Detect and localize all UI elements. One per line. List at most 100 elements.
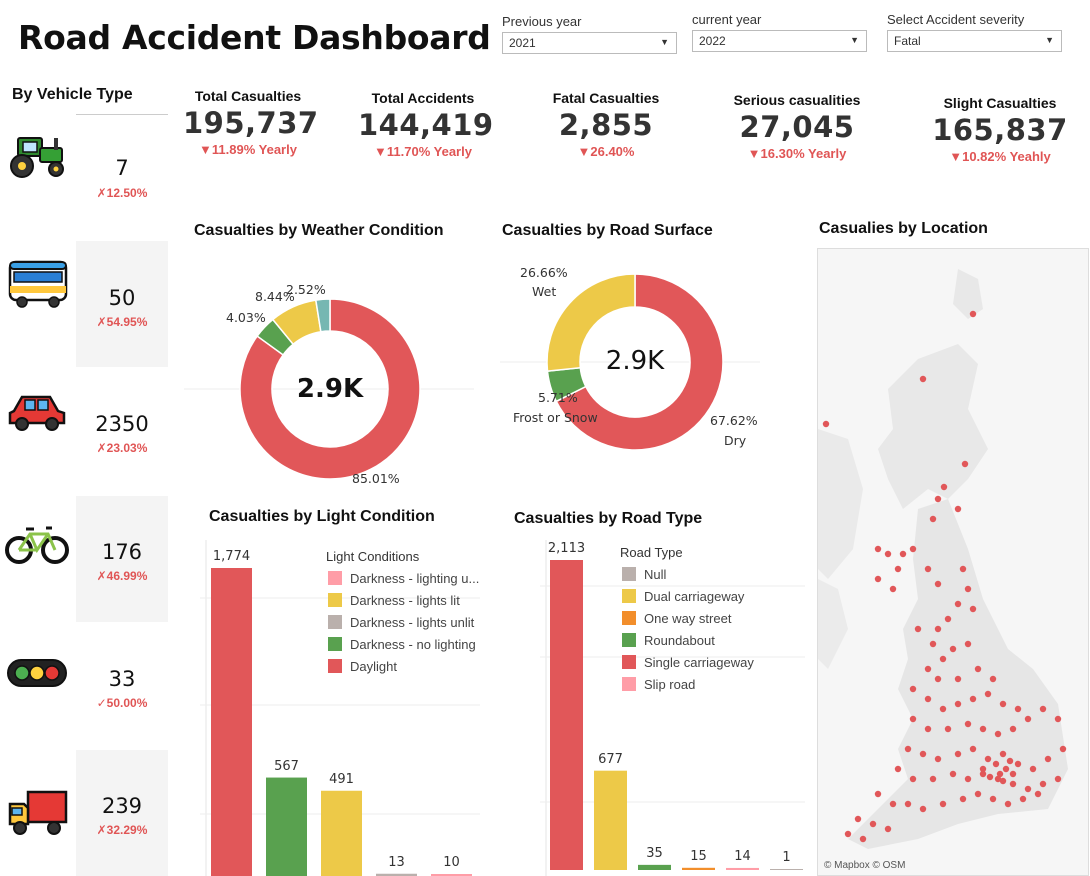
light-bar[interactable] bbox=[266, 777, 307, 876]
road-type-legend-item[interactable]: Single carriageway bbox=[622, 655, 754, 670]
map-point[interactable] bbox=[1059, 745, 1067, 753]
map-point[interactable] bbox=[914, 625, 922, 633]
map-point[interactable] bbox=[939, 655, 947, 663]
vehicle-type-card[interactable]: 239 ✗32.29% bbox=[76, 750, 168, 876]
map-point[interactable] bbox=[1044, 755, 1052, 763]
light-legend-item[interactable]: Darkness - lights unlit bbox=[328, 615, 474, 630]
map-point[interactable] bbox=[989, 795, 997, 803]
map-point[interactable] bbox=[909, 775, 917, 783]
vehicle-type-card[interactable]: 7 ✗12.50% bbox=[76, 114, 168, 240]
vehicle-type-card[interactable]: 33 ✓50.00% bbox=[76, 623, 168, 749]
map-point[interactable] bbox=[944, 725, 952, 733]
map-point[interactable] bbox=[969, 310, 977, 318]
map-point[interactable] bbox=[954, 505, 962, 513]
road-type-bar[interactable] bbox=[726, 867, 759, 870]
road-type-legend-item[interactable]: Null bbox=[622, 567, 666, 582]
map-point[interactable] bbox=[934, 495, 942, 503]
map-point[interactable] bbox=[1054, 715, 1062, 723]
map-point[interactable] bbox=[954, 675, 962, 683]
map-point[interactable] bbox=[934, 755, 942, 763]
map-point[interactable] bbox=[959, 795, 967, 803]
map-point[interactable] bbox=[904, 745, 912, 753]
surface-slice[interactable] bbox=[555, 273, 724, 451]
road-type-bar[interactable] bbox=[594, 770, 627, 870]
map-point[interactable] bbox=[1009, 770, 1017, 778]
light-legend-item[interactable]: Darkness - no lighting bbox=[328, 637, 476, 652]
map-point[interactable] bbox=[994, 775, 1002, 783]
map-point[interactable] bbox=[959, 565, 967, 573]
weather-slice[interactable] bbox=[314, 298, 331, 333]
map-point[interactable] bbox=[964, 585, 972, 593]
map-point[interactable] bbox=[939, 800, 947, 808]
light-bar[interactable] bbox=[321, 790, 362, 876]
map-point[interactable] bbox=[1019, 795, 1027, 803]
map-point[interactable] bbox=[929, 640, 937, 648]
map-point[interactable] bbox=[994, 730, 1002, 738]
map-point[interactable] bbox=[999, 750, 1007, 758]
map-point[interactable] bbox=[924, 565, 932, 573]
map-point[interactable] bbox=[1029, 765, 1037, 773]
light-legend-item[interactable]: Darkness - lights lit bbox=[328, 593, 460, 608]
map-point[interactable] bbox=[874, 545, 882, 553]
road-type-bar[interactable] bbox=[770, 869, 803, 870]
light-legend-item[interactable]: Darkness - lighting u... bbox=[328, 571, 479, 586]
map-point[interactable] bbox=[954, 700, 962, 708]
map-point[interactable] bbox=[940, 483, 948, 491]
map-point[interactable] bbox=[919, 805, 927, 813]
map-point[interactable] bbox=[984, 755, 992, 763]
map-point[interactable] bbox=[919, 750, 927, 758]
map-point[interactable] bbox=[929, 515, 937, 523]
road-type-legend-item[interactable]: One way street bbox=[622, 611, 731, 626]
map-point[interactable] bbox=[844, 830, 852, 838]
weather-slice[interactable] bbox=[239, 298, 421, 480]
map-point[interactable] bbox=[924, 725, 932, 733]
map-point[interactable] bbox=[964, 640, 972, 648]
light-bar[interactable] bbox=[431, 874, 472, 876]
map-point[interactable] bbox=[929, 775, 937, 783]
map-point[interactable] bbox=[1024, 785, 1032, 793]
vehicle-type-card[interactable]: 50 ✗54.95% bbox=[76, 241, 168, 367]
map-point[interactable] bbox=[999, 777, 1007, 785]
map-point[interactable] bbox=[1006, 757, 1014, 765]
map-point[interactable] bbox=[874, 575, 882, 583]
map-point[interactable] bbox=[1004, 800, 1012, 808]
map-point[interactable] bbox=[909, 715, 917, 723]
map-point[interactable] bbox=[859, 835, 867, 843]
road-type-bar[interactable] bbox=[550, 560, 583, 870]
previous-year-select[interactable]: 2021 ▼ bbox=[502, 32, 677, 54]
map-point[interactable] bbox=[894, 765, 902, 773]
surface-slice[interactable] bbox=[546, 273, 636, 373]
map-point[interactable] bbox=[974, 790, 982, 798]
map-point[interactable] bbox=[1014, 705, 1022, 713]
vehicle-type-card[interactable]: 2350 ✗23.03% bbox=[76, 368, 168, 494]
map-point[interactable] bbox=[924, 695, 932, 703]
map-point[interactable] bbox=[954, 750, 962, 758]
light-legend-item[interactable]: Daylight bbox=[328, 659, 397, 674]
map-point[interactable] bbox=[894, 565, 902, 573]
vehicle-type-card[interactable]: 176 ✗46.99% bbox=[76, 496, 168, 622]
map-point[interactable] bbox=[969, 695, 977, 703]
map-point[interactable] bbox=[986, 773, 994, 781]
map-point[interactable] bbox=[934, 580, 942, 588]
map-point[interactable] bbox=[1009, 725, 1017, 733]
map-point[interactable] bbox=[854, 815, 862, 823]
map-point[interactable] bbox=[969, 745, 977, 753]
light-bar[interactable] bbox=[376, 873, 417, 876]
map-point[interactable] bbox=[889, 800, 897, 808]
map-point[interactable] bbox=[934, 625, 942, 633]
map-point[interactable] bbox=[924, 665, 932, 673]
road-type-bar[interactable] bbox=[638, 864, 671, 870]
map-point[interactable] bbox=[984, 690, 992, 698]
map-point[interactable] bbox=[1039, 705, 1047, 713]
map-point[interactable] bbox=[992, 760, 1000, 768]
road-type-bar[interactable] bbox=[682, 867, 715, 870]
map-point[interactable] bbox=[949, 770, 957, 778]
map-point[interactable] bbox=[944, 615, 952, 623]
map-point[interactable] bbox=[822, 420, 830, 428]
road-type-legend-item[interactable]: Slip road bbox=[622, 677, 695, 692]
map-point[interactable] bbox=[1002, 765, 1010, 773]
map-point[interactable] bbox=[979, 770, 987, 778]
map-point[interactable] bbox=[939, 705, 947, 713]
map-point[interactable] bbox=[884, 825, 892, 833]
location-map[interactable]: © Mapbox © OSM bbox=[817, 248, 1089, 876]
